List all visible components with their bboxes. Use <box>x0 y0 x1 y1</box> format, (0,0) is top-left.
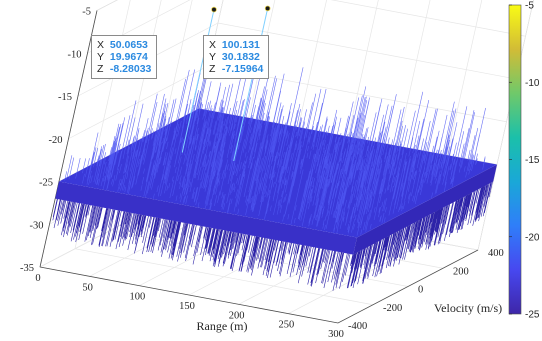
data-tip-1-x-key: X <box>97 39 105 51</box>
x-tick-label: 300 <box>328 329 344 340</box>
data-tip-1-y: 19.9674 <box>109 51 148 63</box>
x-tick-label: 150 <box>179 301 195 312</box>
z-tick-label: -20 <box>49 135 63 146</box>
z-tick-label: -10 <box>68 49 82 60</box>
x-tick-label: 250 <box>278 320 294 331</box>
peak-stem-1 <box>181 9 215 153</box>
x-tick-label: 100 <box>129 292 145 303</box>
y-tick-label: -200 <box>383 303 402 314</box>
data-tip-2-y-key: Y <box>209 51 217 63</box>
colorbar: -25 -20 -15 -10 -5 <box>508 1 540 321</box>
data-tip-1[interactable]: X 50.0653 Y 19.9674 Z -8.28033 <box>91 35 158 79</box>
slab-front-face <box>55 181 357 255</box>
y-tick-label: 0 <box>418 285 423 296</box>
colorbar-tick-label: -10 <box>525 78 540 89</box>
peak-stem-2 <box>233 8 269 162</box>
x-tick-label: 50 <box>82 282 93 293</box>
floor-axes <box>39 249 479 324</box>
y-tick-label: 400 <box>488 248 504 259</box>
z-tick-label: -30 <box>30 220 44 231</box>
surface-spikes <box>64 61 486 236</box>
data-tip-1-y-key: Y <box>97 51 105 63</box>
slab-side-face <box>353 164 497 255</box>
surface-layer <box>52 61 497 291</box>
colorbar-tick-label: -25 <box>525 310 540 321</box>
data-tip-2-z-key: Z <box>209 63 216 75</box>
data-tip-2-x-key: X <box>209 39 217 51</box>
peak-marker-2 <box>264 5 271 12</box>
data-tip-2-z: -7.15964 <box>221 63 264 75</box>
z-tick-label: -25 <box>39 178 53 189</box>
data-tip-2[interactable]: X 100.131 Y 30.1832 Z -7.15964 <box>203 35 270 79</box>
data-tip-markers <box>181 5 271 162</box>
data-tip-1-z-key: Z <box>97 63 104 75</box>
slab-bottom-fringe <box>52 181 493 291</box>
x-tick-label: 0 <box>35 273 40 284</box>
y-axis-label: Velocity (m/s) <box>434 301 502 315</box>
data-tip-1-x: 50.0653 <box>109 39 148 51</box>
z-tick-label: -5 <box>82 7 91 18</box>
x-axis-label: Range (m) <box>197 319 248 333</box>
colorbar-tick-label: -5 <box>525 1 534 12</box>
peak-marker-1 <box>211 6 217 13</box>
data-tip-1-z: -8.28033 <box>109 63 152 75</box>
data-tip-2-x: 100.131 <box>221 39 260 51</box>
axis-ticks: 0 50 100 150 200 250 300 -400 -200 0 200 400 -35 -30 -… <box>20 7 504 341</box>
colorbar-tick-label: -20 <box>525 232 540 243</box>
z-axis-line <box>39 10 98 268</box>
y-tick-label: -400 <box>348 321 367 332</box>
z-tick-label: -35 <box>20 263 34 274</box>
x-gridline <box>288 0 483 314</box>
y-tick-label: 200 <box>453 266 469 277</box>
x-tick-label: 200 <box>229 310 245 321</box>
z-tick-label: -15 <box>58 92 72 103</box>
data-tip-2-y: 30.1832 <box>221 51 260 63</box>
colorbar-tick-label: -15 <box>525 155 540 166</box>
